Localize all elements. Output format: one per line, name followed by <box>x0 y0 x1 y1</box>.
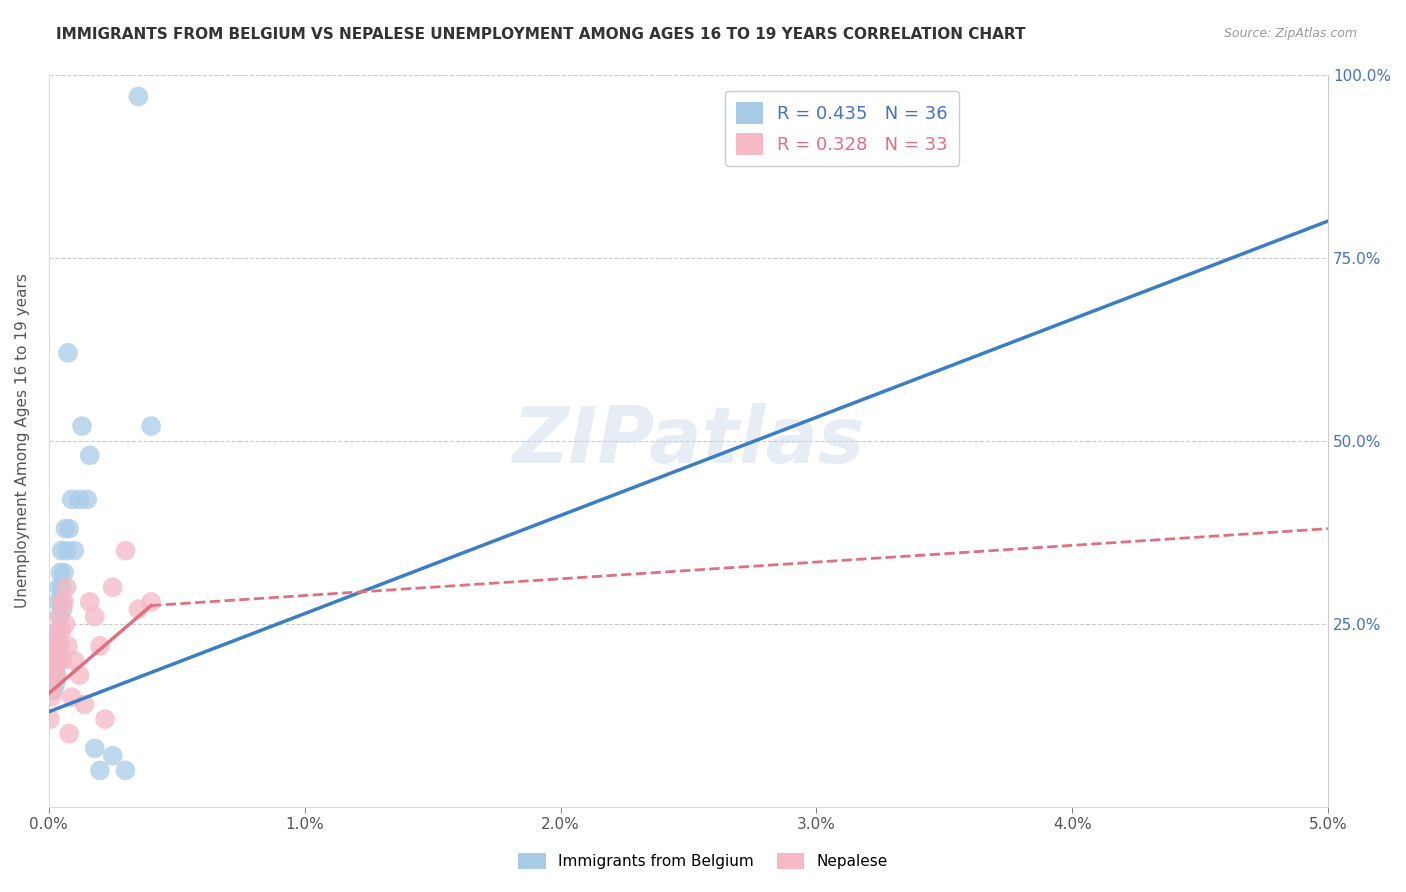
Point <box>41 668 63 682</box>
Text: ZIPatlas: ZIPatlas <box>512 403 865 479</box>
Point <box>114 764 136 778</box>
Text: IMMIGRANTS FROM BELGIUM VS NEPALESE UNEMPLOYMENT AMONG AGES 16 TO 19 YEARS CORRE: IMMIGRANTS FROM BELGIUM VS NEPALESE UNEM… <box>56 27 1026 42</box>
Point <box>56 346 79 360</box>
Point <box>63 543 86 558</box>
Point <box>39 675 62 690</box>
Point <box>44 639 66 653</box>
Point <box>58 522 80 536</box>
Point <box>45 653 67 667</box>
Point <box>42 682 65 697</box>
Point <box>44 668 66 682</box>
Point <box>45 646 67 660</box>
Point <box>48 580 70 594</box>
Point <box>89 639 111 653</box>
Point <box>39 690 62 705</box>
Point <box>53 595 76 609</box>
Point <box>42 653 65 667</box>
Point <box>127 89 149 103</box>
Text: Source: ZipAtlas.com: Source: ZipAtlas.com <box>1223 27 1357 40</box>
Point <box>60 492 83 507</box>
Point <box>55 616 77 631</box>
Point <box>46 595 69 609</box>
Legend: R = 0.435   N = 36, R = 0.328   N = 33: R = 0.435 N = 36, R = 0.328 N = 33 <box>725 91 959 166</box>
Point <box>45 639 67 653</box>
Point <box>49 595 72 609</box>
Point <box>44 639 66 653</box>
Point <box>101 580 124 594</box>
Point <box>45 675 67 690</box>
Point <box>139 419 162 434</box>
Point <box>69 668 91 682</box>
Point <box>49 639 72 653</box>
Point <box>139 595 162 609</box>
Point <box>55 580 77 594</box>
Point <box>76 492 98 507</box>
Point <box>45 668 67 682</box>
Point <box>89 764 111 778</box>
Y-axis label: Unemployment Among Ages 16 to 19 years: Unemployment Among Ages 16 to 19 years <box>15 273 30 608</box>
Point <box>45 624 67 639</box>
Point <box>58 727 80 741</box>
Point <box>51 580 73 594</box>
Point <box>60 690 83 705</box>
Point <box>48 609 70 624</box>
Point <box>53 566 76 580</box>
Point <box>46 624 69 639</box>
Legend: Immigrants from Belgium, Nepalese: Immigrants from Belgium, Nepalese <box>512 847 894 875</box>
Point <box>52 653 75 667</box>
Point <box>114 543 136 558</box>
Point <box>49 566 72 580</box>
Point <box>52 602 75 616</box>
Point <box>51 543 73 558</box>
Point <box>41 682 63 697</box>
Point <box>45 668 67 682</box>
Point <box>48 609 70 624</box>
Point <box>55 522 77 536</box>
Point <box>94 712 117 726</box>
Point <box>44 661 66 675</box>
Point <box>83 741 105 756</box>
Point <box>51 595 73 609</box>
Point <box>46 639 69 653</box>
Point <box>79 595 101 609</box>
Point <box>48 653 70 667</box>
Point <box>127 602 149 616</box>
Point <box>101 748 124 763</box>
Point <box>63 653 86 667</box>
Point <box>83 609 105 624</box>
Point <box>79 449 101 463</box>
Point <box>51 624 73 639</box>
Point <box>70 419 93 434</box>
Point <box>69 492 91 507</box>
Point <box>42 653 65 667</box>
Point <box>73 698 96 712</box>
Point <box>55 543 77 558</box>
Point <box>56 639 79 653</box>
Point <box>39 712 62 726</box>
